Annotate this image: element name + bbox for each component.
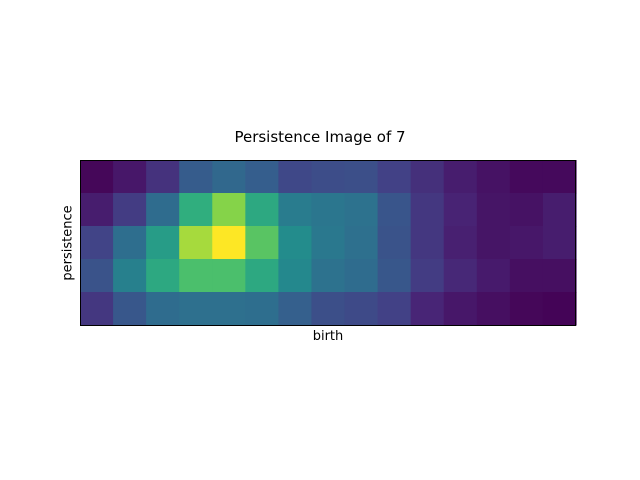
heatmap-cell-r0-c4 [212, 160, 246, 194]
heatmap-cell-r3-c14 [542, 259, 577, 293]
heatmap-cell-r2-c9 [377, 226, 412, 260]
heatmap-cell-r3-c0 [80, 259, 114, 293]
heatmap-cell-r2-c0 [80, 226, 114, 260]
heatmap-cell-r1-c10 [410, 193, 445, 227]
heatmap-cell-r4-c12 [476, 292, 511, 326]
heatmap-cell-r2-c12 [476, 226, 511, 260]
heatmap-cell-r0-c13 [509, 160, 544, 194]
heatmap-cell-r3-c11 [443, 259, 478, 293]
heatmap-cell-r0-c0 [80, 160, 114, 194]
heatmap-cell-r4-c5 [245, 292, 279, 326]
chart-title: Persistence Image of 7 [234, 128, 406, 146]
heatmap-cell-r0-c14 [542, 160, 577, 194]
heatmap-cell-r0-c8 [344, 160, 379, 194]
heatmap-cell-r2-c4 [212, 226, 246, 260]
heatmap-cell-r4-c14 [542, 292, 577, 326]
heatmap-cell-r4-c7 [311, 292, 346, 326]
heatmap-cell-r3-c13 [509, 259, 544, 293]
heatmap-cell-r0-c7 [311, 160, 346, 194]
heatmap-cell-r4-c11 [443, 292, 478, 326]
heatmap-cell-r3-c9 [377, 259, 412, 293]
heatmap-cell-r4-c4 [212, 292, 246, 326]
x-axis-label: birth [312, 329, 344, 344]
heatmap-cell-r2-c5 [245, 226, 279, 260]
heatmap-cell-r0-c1 [113, 160, 147, 194]
heatmap-cell-r2-c3 [179, 226, 213, 260]
heatmap-cell-r3-c2 [146, 259, 180, 293]
heatmap-cell-r2-c11 [443, 226, 478, 260]
heatmap-cell-r1-c0 [80, 193, 114, 227]
heatmap-cell-r0-c10 [410, 160, 445, 194]
heatmap-cell-r1-c11 [443, 193, 478, 227]
plot-frame [80, 160, 576, 326]
heatmap-cell-r2-c8 [344, 226, 379, 260]
heatmap-cell-r3-c1 [113, 259, 147, 293]
heatmap-cell-r1-c13 [509, 193, 544, 227]
heatmap-cell-r0-c9 [377, 160, 412, 194]
heatmap-cell-r3-c10 [410, 259, 445, 293]
heatmap-cell-r0-c5 [245, 160, 279, 194]
heatmap-cell-r2-c2 [146, 226, 180, 260]
y-axis-label: persistence [60, 205, 76, 281]
heatmap-cell-r3-c5 [245, 259, 279, 293]
heatmap-cell-r4-c8 [344, 292, 379, 326]
heatmap-cell-r0-c2 [146, 160, 180, 194]
heatmap-cell-r2-c7 [311, 226, 346, 260]
heatmap-cell-r1-c5 [245, 193, 279, 227]
heatmap-cell-r1-c9 [377, 193, 412, 227]
heatmap-cell-r4-c10 [410, 292, 445, 326]
heatmap-cell-r4-c1 [113, 292, 147, 326]
heatmap-cell-r4-c9 [377, 292, 412, 326]
heatmap-cell-r4-c13 [509, 292, 544, 326]
heatmap-cell-r4-c6 [278, 292, 313, 326]
heatmap-cell-r3-c4 [212, 259, 246, 293]
heatmap-cell-r2-c10 [410, 226, 445, 260]
heatmap-cell-r2-c6 [278, 226, 313, 260]
heatmap-cell-r1-c3 [179, 193, 213, 227]
heatmap-cell-r1-c6 [278, 193, 313, 227]
heatmap-cell-r3-c3 [179, 259, 213, 293]
heatmap-cell-r3-c12 [476, 259, 511, 293]
heatmap-cell-r0-c3 [179, 160, 213, 194]
heatmap-cell-r1-c4 [212, 193, 246, 227]
heatmap-cell-r2-c13 [509, 226, 544, 260]
heatmap-cell-r1-c1 [113, 193, 147, 227]
heatmap-cell-r4-c2 [146, 292, 180, 326]
heatmap-cells [80, 160, 577, 326]
heatmap-cell-r3-c6 [278, 259, 313, 293]
heatmap-cell-r1-c14 [542, 193, 577, 227]
heatmap-cell-r1-c12 [476, 193, 511, 227]
heatmap-cell-r2-c1 [113, 226, 147, 260]
heatmap-cell-r0-c11 [443, 160, 478, 194]
heatmap-cell-r0-c12 [476, 160, 511, 194]
heatmap-cell-r4-c3 [179, 292, 213, 326]
heatmap-cell-r1-c2 [146, 193, 180, 227]
heatmap-cell-r1-c8 [344, 193, 379, 227]
heatmap-cell-r3-c7 [311, 259, 346, 293]
heatmap-cell-r4-c0 [80, 292, 114, 326]
heatmap-cell-r1-c7 [311, 193, 346, 227]
heatmap-cell-r0-c6 [278, 160, 313, 194]
heatmap-cell-r3-c8 [344, 259, 379, 293]
heatmap-cell-r2-c14 [542, 226, 577, 260]
